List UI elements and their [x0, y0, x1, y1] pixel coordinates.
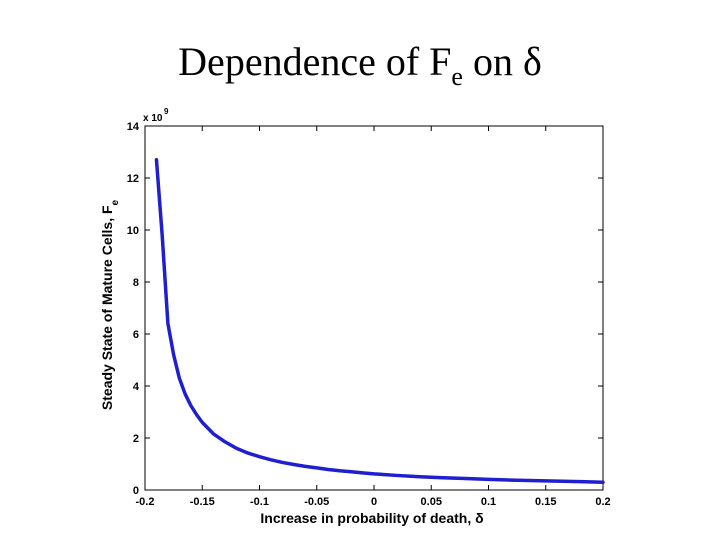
y-tick-label: 2 — [133, 433, 139, 445]
y-tick-label: 4 — [133, 381, 140, 393]
y-multiplier-base: x 10 — [143, 113, 163, 124]
title-subscript: e — [451, 62, 463, 91]
y-tick-label: 0 — [133, 485, 139, 497]
y-tick-label: 6 — [133, 329, 139, 341]
plot-area — [144, 125, 604, 491]
x-tick-label: -0.2 — [136, 496, 155, 508]
y-tick-label: 8 — [133, 277, 139, 289]
y-multiplier-exponent: 9 — [164, 107, 169, 116]
x-tick-label: 0.1 — [481, 496, 496, 508]
x-tick-label: -0.05 — [304, 496, 329, 508]
y-axis-ticks: 0 2 4 6 8 10 12 14 — [127, 121, 603, 497]
x-tick-label: 0.2 — [595, 496, 610, 508]
y-tick-label: 14 — [127, 121, 140, 133]
x-tick-label: 0.15 — [535, 496, 556, 508]
x-tick-label: 0 — [371, 496, 377, 508]
y-tick-label: 10 — [127, 225, 139, 237]
slide-title: Dependence of Fe on δ — [0, 38, 720, 91]
title-suffix: on δ — [462, 39, 542, 84]
x-axis-ticks: -0.2 -0.15 -0.1 -0.05 0 0.05 0.1 0.15 0.2 — [136, 126, 611, 508]
title-prefix: Dependence of F — [178, 39, 452, 84]
x-axis-label: Increase in probability of death, δ — [260, 510, 483, 526]
x-tick-label: 0.05 — [421, 496, 442, 508]
y-axis-label-group: Steady State of Mature Cells, Fe — [99, 199, 121, 410]
series-line — [154, 158, 605, 484]
y-axis-label: Steady State of Mature Cells, Fe — [99, 199, 121, 410]
x-tick-label: -0.1 — [250, 496, 269, 508]
y-axis-label-main: Steady State of Mature Cells, F — [99, 205, 115, 410]
y-tick-label: 12 — [127, 173, 139, 185]
y-axis-label-subscript: e — [110, 199, 121, 205]
x-tick-label: -0.15 — [190, 496, 215, 508]
